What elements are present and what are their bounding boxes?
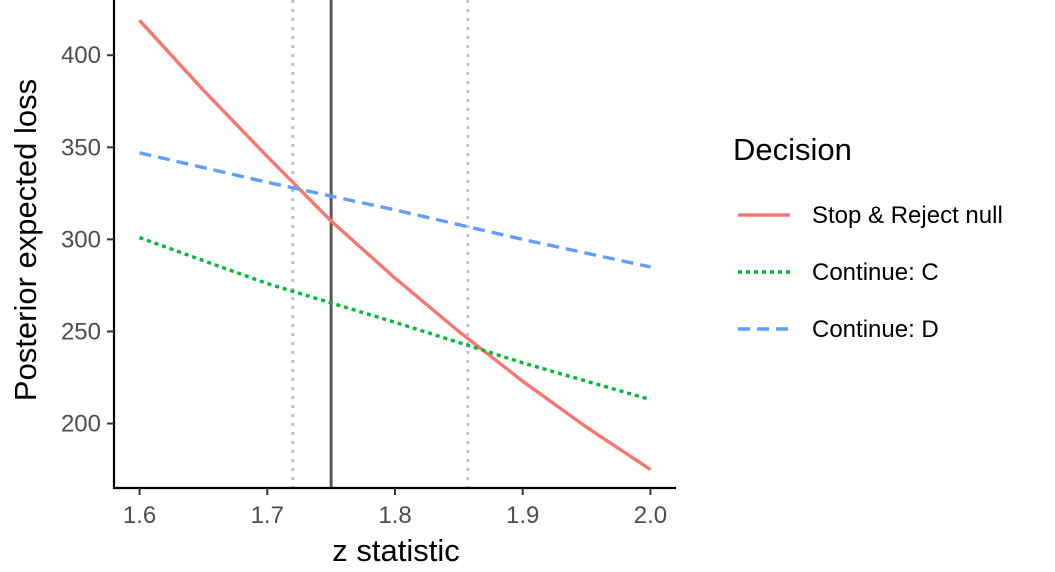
y-tick-label: 250 [61, 318, 101, 345]
x-tick-label: 2.0 [634, 502, 667, 529]
reference-lines [291, 0, 470, 488]
y-axis-ticks: 200 250 300 350 400 [61, 42, 114, 438]
x-axis-title: z statistic [332, 533, 459, 568]
x-tick-label: 1.6 [123, 502, 156, 529]
y-tick-label: 350 [61, 134, 101, 161]
series-line-stop-reject-null [138, 19, 652, 472]
y-tick-label: 200 [61, 411, 101, 438]
legend-title: Decision [733, 132, 852, 167]
y-tick-label: 400 [61, 42, 101, 69]
legend-label: Stop & Reject null [812, 202, 1003, 229]
x-tick-label: 1.8 [378, 502, 411, 529]
series-line-continue-c [138, 236, 651, 402]
x-tick-label: 1.9 [506, 502, 539, 529]
legend: Decision Stop & Reject null Continue: C Co… [733, 132, 1003, 343]
y-axis-title: Posterior expected loss [8, 79, 43, 401]
x-axis-ticks: 1.6 1.7 1.8 1.9 2.0 [123, 488, 667, 529]
legend-label: Continue: D [812, 316, 939, 343]
y-tick-label: 300 [61, 226, 101, 253]
series-line-continue-d [139, 151, 651, 269]
legend-label: Continue: C [812, 259, 939, 286]
axes [112, 0, 676, 490]
series-lines [138, 19, 652, 472]
x-tick-label: 1.7 [251, 502, 284, 529]
